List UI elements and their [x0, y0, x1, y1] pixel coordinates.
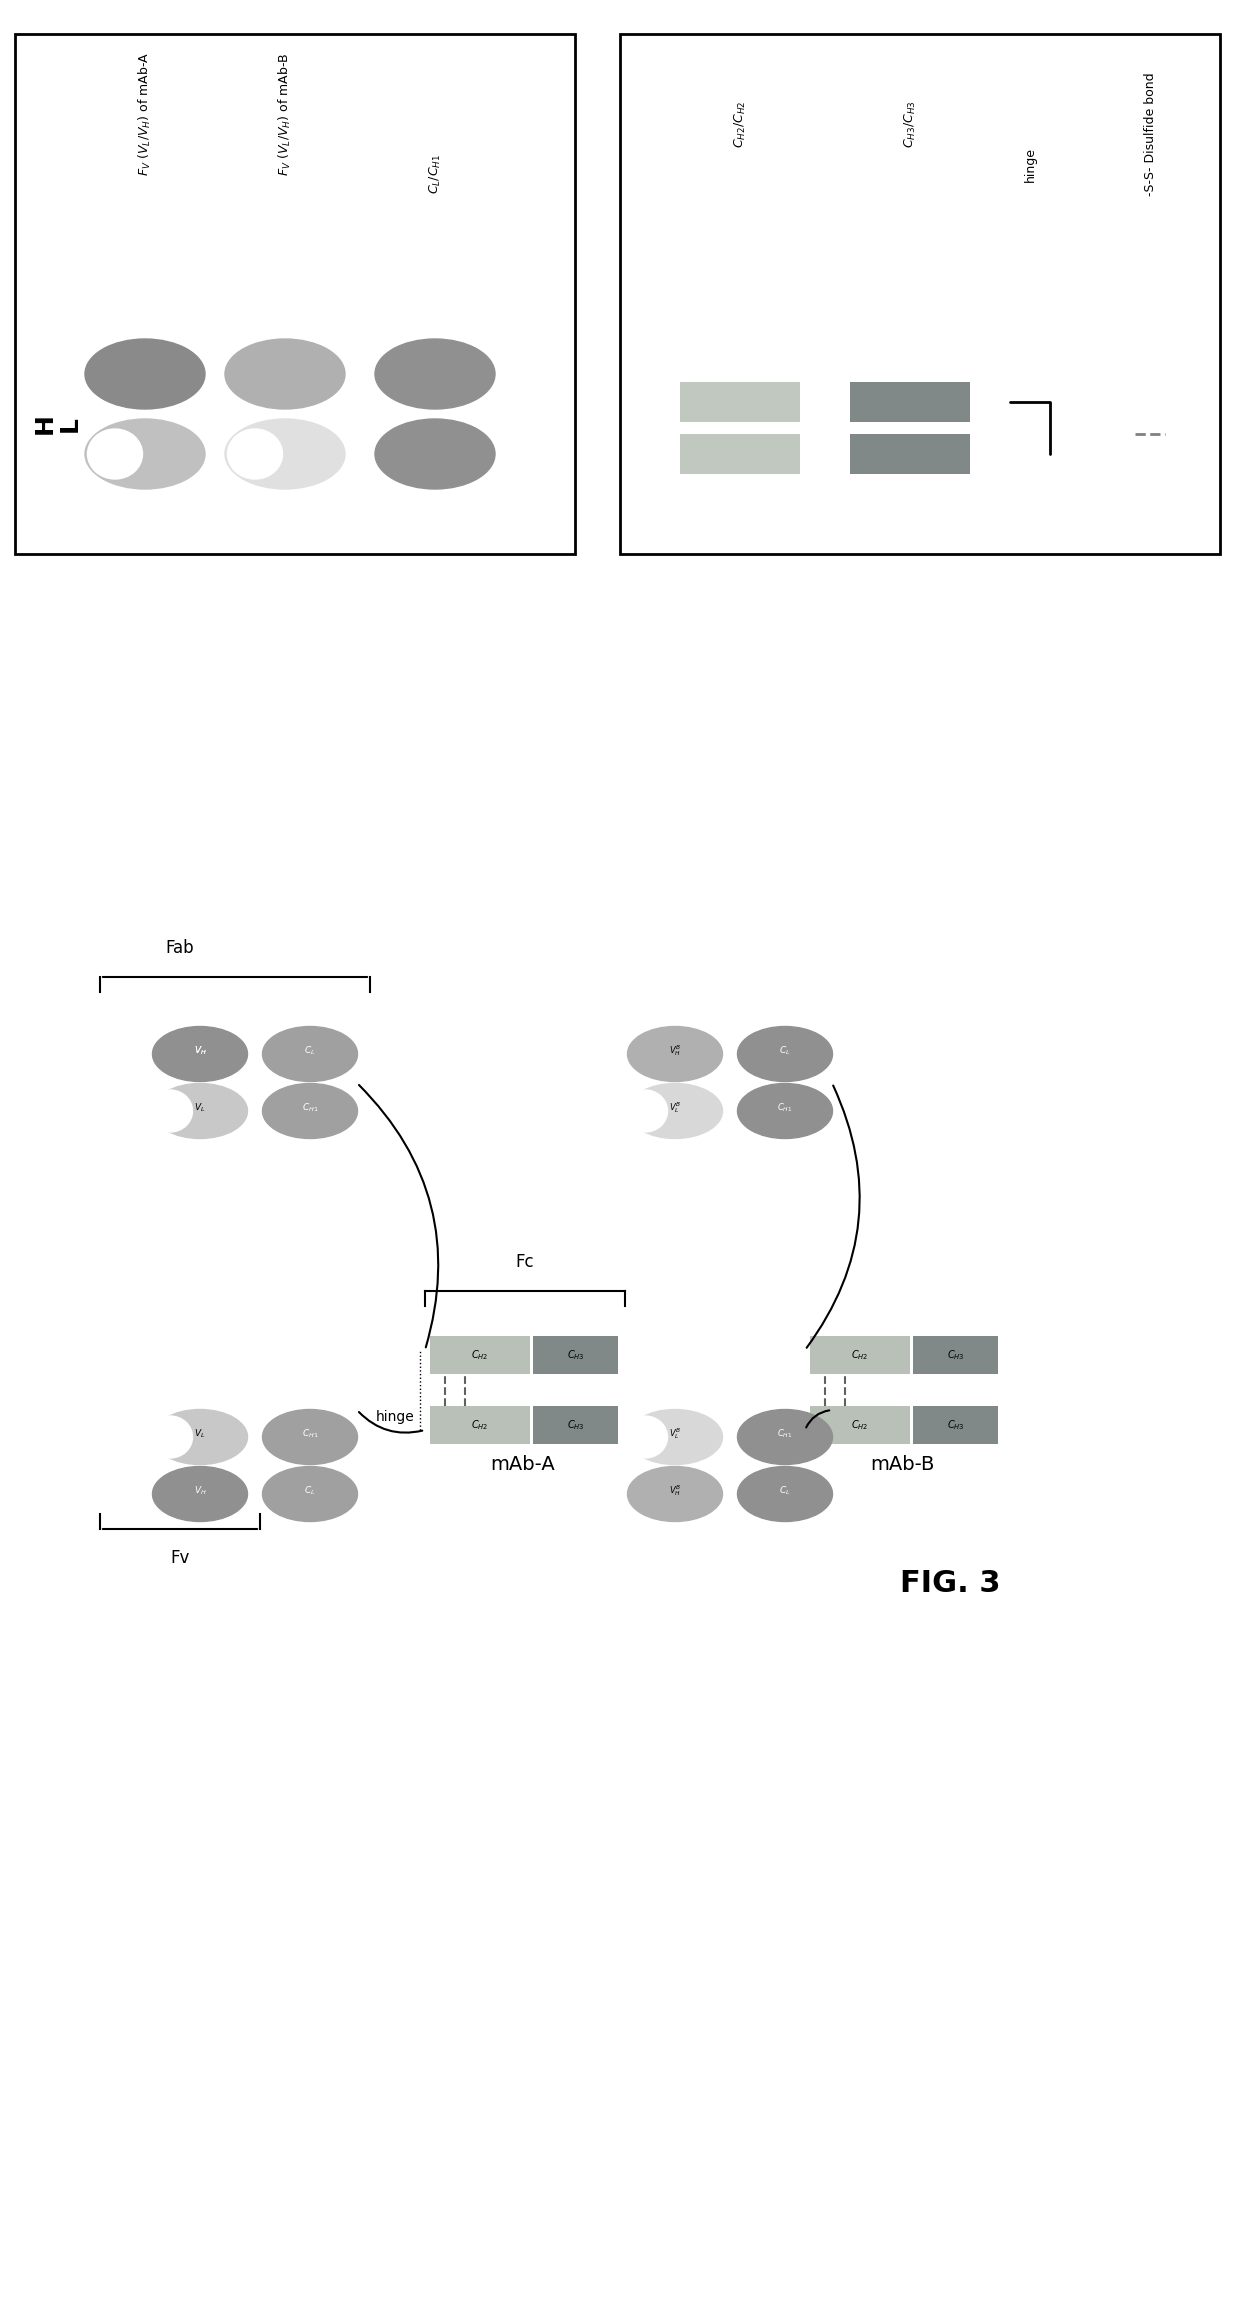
Text: $C_L$: $C_L$ — [779, 1044, 791, 1057]
Bar — [15, 35, 575, 553]
Bar — [680, 382, 800, 421]
Text: hinge: hinge — [1023, 146, 1037, 180]
Text: mAb-B: mAb-B — [870, 1456, 935, 1474]
Ellipse shape — [86, 338, 205, 410]
Ellipse shape — [738, 1083, 832, 1138]
Ellipse shape — [627, 1409, 723, 1465]
Ellipse shape — [738, 1409, 832, 1465]
Text: $C_{H2}$: $C_{H2}$ — [851, 1418, 869, 1432]
Bar — [810, 1335, 910, 1375]
Ellipse shape — [224, 419, 345, 488]
Text: FIG. 3: FIG. 3 — [900, 1569, 1001, 1599]
Bar — [430, 1407, 529, 1444]
Text: $V_H$: $V_H$ — [193, 1486, 206, 1497]
Ellipse shape — [153, 1027, 248, 1081]
Text: Fv: Fv — [170, 1548, 190, 1567]
Ellipse shape — [263, 1027, 357, 1081]
Ellipse shape — [263, 1083, 357, 1138]
Ellipse shape — [227, 428, 283, 479]
Ellipse shape — [263, 1467, 357, 1523]
Text: $C_{H3}$: $C_{H3}$ — [567, 1349, 584, 1363]
Text: Fc: Fc — [516, 1252, 534, 1270]
Text: $C_{H1}$: $C_{H1}$ — [301, 1101, 319, 1115]
Ellipse shape — [627, 1083, 723, 1138]
Bar — [680, 435, 800, 474]
Text: $C_{H2}$: $C_{H2}$ — [471, 1349, 489, 1363]
Text: $V_L$: $V_L$ — [195, 1428, 206, 1439]
Text: H: H — [33, 414, 57, 435]
Text: $F_V$ $(V_L/V_H)$ of mAb-A: $F_V$ $(V_L/V_H)$ of mAb-A — [136, 51, 153, 176]
Ellipse shape — [153, 1467, 248, 1523]
Text: $C_L$/$C_{H1}$: $C_L$/$C_{H1}$ — [428, 155, 443, 194]
Ellipse shape — [738, 1467, 832, 1523]
Ellipse shape — [153, 1083, 248, 1138]
Text: $C_{H3}$/$C_{H3}$: $C_{H3}$/$C_{H3}$ — [903, 100, 918, 148]
Bar — [533, 1407, 618, 1444]
Ellipse shape — [148, 1090, 192, 1132]
Text: $C_L$: $C_L$ — [304, 1044, 316, 1057]
Ellipse shape — [622, 1416, 667, 1458]
Bar — [430, 1335, 529, 1375]
Ellipse shape — [224, 338, 345, 410]
Text: $C_{H1}$: $C_{H1}$ — [777, 1428, 792, 1439]
Text: $V_H$: $V_H$ — [193, 1044, 206, 1057]
Text: $F_V$ $(V_L/V_H)$ of mAb-B: $F_V$ $(V_L/V_H)$ of mAb-B — [277, 53, 293, 176]
Bar — [913, 1407, 998, 1444]
Bar — [849, 382, 970, 421]
Ellipse shape — [88, 428, 143, 479]
Text: $C_{H1}$: $C_{H1}$ — [777, 1101, 792, 1115]
Text: Fab: Fab — [166, 939, 195, 958]
Bar — [810, 1407, 910, 1444]
Text: $V_L^B$: $V_L^B$ — [668, 1101, 681, 1115]
Ellipse shape — [374, 338, 495, 410]
Text: $V_H$: $V_H$ — [193, 1044, 206, 1057]
Text: $V_L$: $V_L$ — [195, 1101, 206, 1115]
Text: hinge: hinge — [376, 1409, 414, 1423]
Text: $C_{H2}$: $C_{H2}$ — [471, 1418, 489, 1432]
Text: $C_{H3}$: $C_{H3}$ — [946, 1418, 965, 1432]
Bar — [533, 1335, 618, 1375]
Ellipse shape — [263, 1409, 357, 1465]
Ellipse shape — [622, 1090, 667, 1132]
Text: $C_{H1}$: $C_{H1}$ — [301, 1428, 319, 1439]
Ellipse shape — [738, 1027, 832, 1081]
Text: $C_L$: $C_L$ — [779, 1486, 791, 1497]
Text: $C_{H3}$: $C_{H3}$ — [946, 1349, 965, 1363]
Ellipse shape — [148, 1416, 192, 1458]
Bar — [620, 35, 1220, 553]
Text: $C_{H3}$: $C_{H3}$ — [567, 1418, 584, 1432]
Bar — [849, 435, 970, 474]
Text: $C_L$: $C_L$ — [304, 1486, 316, 1497]
Ellipse shape — [86, 419, 205, 488]
Text: L: L — [58, 417, 82, 433]
Text: $V_H^B$: $V_H^B$ — [668, 1483, 681, 1499]
Text: $C_{H2}$/$C_{H2}$: $C_{H2}$/$C_{H2}$ — [733, 100, 748, 148]
Ellipse shape — [627, 1027, 723, 1081]
Ellipse shape — [374, 419, 495, 488]
Text: $C_{H2}$: $C_{H2}$ — [851, 1349, 869, 1363]
Text: $V_H^B$: $V_H^B$ — [668, 1044, 681, 1057]
Text: -S-S- Disulfide bond: -S-S- Disulfide bond — [1143, 72, 1157, 197]
Bar — [913, 1335, 998, 1375]
Ellipse shape — [627, 1467, 723, 1523]
Ellipse shape — [153, 1409, 248, 1465]
Text: mAb-A: mAb-A — [490, 1456, 554, 1474]
Text: $V_L^B$: $V_L^B$ — [668, 1425, 681, 1442]
